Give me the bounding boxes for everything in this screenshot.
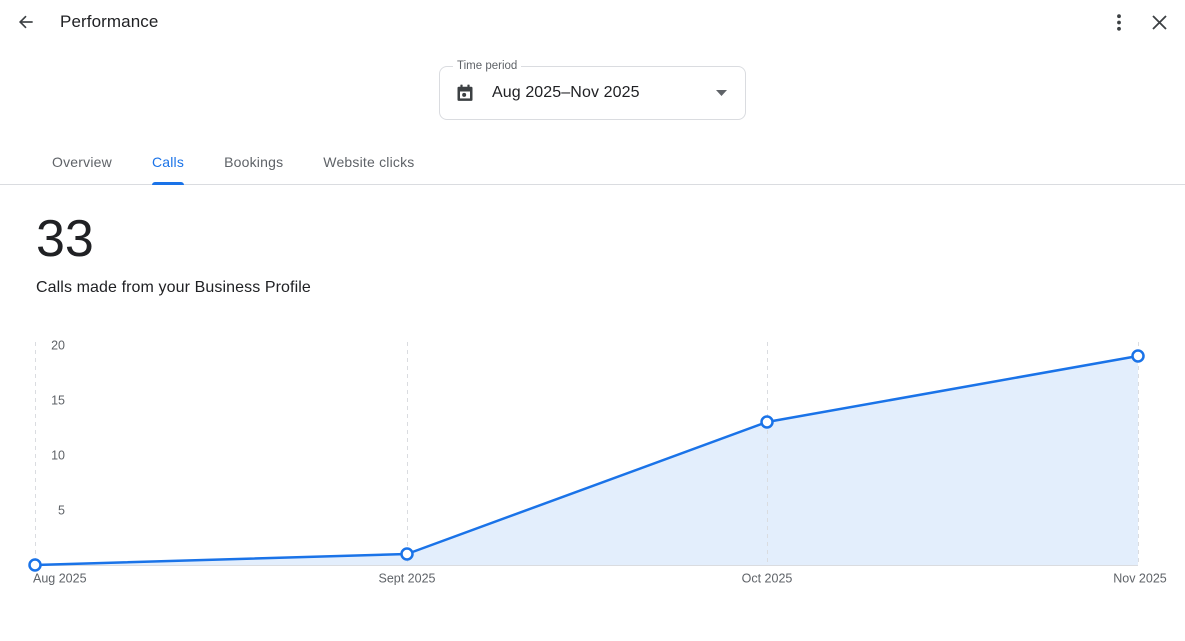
close-icon [1151, 14, 1167, 30]
three-dot-menu-icon [1117, 13, 1121, 31]
chart-canvas: 5 10 15 20 Aug 2025 Sept 2025 Oct 2025 Nov 2025 [28, 339, 1167, 586]
tab-website-clicks-label: Website clicks [323, 154, 415, 170]
tab-website-clicks[interactable]: Website clicks [307, 140, 430, 184]
back-arrow-icon [16, 12, 36, 32]
more-options-button[interactable] [1099, 2, 1139, 42]
close-button[interactable] [1139, 2, 1179, 42]
metric-tabs: Overview Calls Bookings Website clicks [0, 140, 1185, 185]
data-point-nov-2025[interactable] [1131, 349, 1145, 363]
time-period-select[interactable]: Time period Aug 2025–Nov 2025 [439, 59, 746, 120]
tab-bookings-label: Bookings [224, 154, 284, 170]
data-point-oct-2025[interactable] [760, 415, 774, 429]
y-axis-tick: 20 [51, 339, 65, 353]
metric-description: Calls made from your Business Profile [36, 279, 311, 296]
data-point-sept-2025[interactable] [400, 547, 414, 561]
tab-calls-label: Calls [151, 154, 185, 170]
calls-line-chart: 5 10 15 20 Aug 2025 Sept 2025 Oct 2025 Nov 2025 [0, 328, 1185, 598]
calendar-icon [455, 83, 475, 103]
time-period-value: Aug 2025–Nov 2025 [492, 84, 640, 101]
x-axis-label: Oct 2025 [742, 572, 793, 586]
data-point-aug-2025[interactable] [28, 558, 42, 572]
top-bar: Performance [0, 0, 1185, 44]
tab-calls[interactable]: Calls [136, 140, 200, 185]
time-period-row: Time period Aug 2025–Nov 2025 [0, 59, 1185, 120]
metric-summary: 33 Calls made from your Business Profile [0, 213, 1185, 297]
y-axis-tick: 10 [51, 449, 65, 463]
x-axis-label: Sept 2025 [379, 572, 436, 586]
tab-overview-label: Overview [52, 154, 112, 170]
tab-bookings[interactable]: Bookings [208, 140, 299, 184]
dropdown-caret-icon [716, 90, 727, 96]
page-title: Performance [60, 12, 159, 31]
y-axis-tick: 15 [51, 394, 65, 408]
y-axis-tick: 5 [58, 504, 65, 518]
x-axis-label: Nov 2025 [1113, 572, 1167, 586]
metric-value: 33 [36, 210, 94, 268]
back-button[interactable] [6, 2, 46, 42]
tab-overview[interactable]: Overview [36, 140, 128, 184]
x-axis-label: Aug 2025 [33, 572, 87, 586]
time-period-label: Time period [453, 59, 522, 73]
